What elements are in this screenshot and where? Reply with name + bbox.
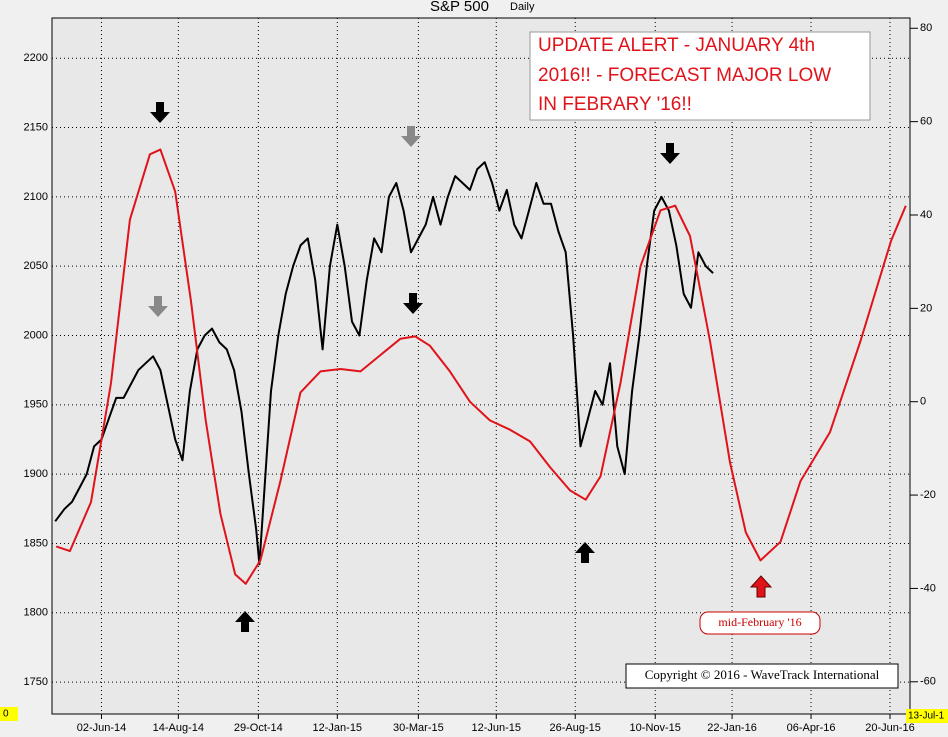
low-label-box (699, 611, 821, 635)
x-tick-label: 14-Aug-14 (153, 722, 204, 734)
y-tick-label: 2050 (24, 260, 48, 272)
x-tick-label: 12-Jun-15 (471, 722, 521, 734)
corner-box (0, 707, 18, 721)
y2-tick-label: 60 (920, 116, 932, 128)
plot-area (51, 17, 911, 715)
y-tick-label: 1850 (24, 537, 48, 549)
series-line (54, 161, 714, 566)
x-tick-label: 20-Jun-16 (865, 722, 915, 734)
corner-label: 0 (3, 709, 9, 720)
y-tick-label: 2000 (24, 329, 48, 341)
arrow-up (575, 542, 595, 563)
y-tick-label: 1900 (24, 468, 48, 480)
arrow-down (403, 293, 423, 314)
y-tick-label: 2200 (24, 52, 48, 64)
series-line (55, 148, 907, 585)
x-tick-label: 02-Jun-14 (77, 722, 127, 734)
x-tick-label: 12-Jan-15 (313, 722, 363, 734)
arrow-down (148, 296, 168, 317)
y-tick-label: 1800 (24, 607, 48, 619)
arrow-up (235, 611, 255, 632)
copyright: Copyright © 2016 - WaveTrack Internation… (645, 667, 880, 682)
alert-text: 2016!! - FORECAST MAJOR LOW (538, 65, 831, 86)
marks (52, 18, 910, 714)
arrows (148, 102, 773, 632)
y2-tick-label: 40 (920, 209, 932, 221)
y-tick-label: 1950 (24, 399, 48, 411)
y2-tick-label: -40 (920, 582, 936, 594)
x-tick-label: 29-Oct-14 (234, 722, 283, 734)
y-tick-label: 1750 (24, 676, 48, 688)
arrow-down (660, 143, 680, 164)
y-tick-label: 2100 (24, 191, 48, 203)
alert-box (529, 31, 871, 121)
copyright-box (625, 663, 899, 689)
x-tick-label: 06-Apr-16 (787, 722, 836, 734)
y2-tick-label: 80 (920, 22, 932, 34)
alert-text: UPDATE ALERT - JANUARY 4th (538, 35, 815, 56)
arrow-down (150, 102, 170, 123)
low-label: mid-February '16 (718, 615, 801, 629)
x-tick-label: 10-Nov-15 (630, 722, 681, 734)
corner-label: 13-Jul-1 (908, 711, 945, 722)
x-tick-label: 26-Aug-15 (550, 722, 601, 734)
alert-text: IN FEBRARY '16!! (538, 94, 692, 115)
arrow-up (749, 575, 773, 598)
y2-tick-label: 20 (920, 302, 932, 314)
y2-tick-label: 0 (920, 396, 926, 408)
arrow-down (401, 126, 421, 147)
x-tick-label: 22-Jan-16 (707, 722, 757, 734)
corner-box (906, 709, 948, 723)
y-tick-label: 2150 (24, 121, 48, 133)
y2-tick-label: -60 (920, 676, 936, 688)
chart-title: S&P 500 (430, 0, 489, 15)
x-tick-label: 30-Mar-15 (393, 722, 444, 734)
y2-tick-label: -20 (920, 489, 936, 501)
chart-subtitle: Daily (510, 1, 535, 13)
